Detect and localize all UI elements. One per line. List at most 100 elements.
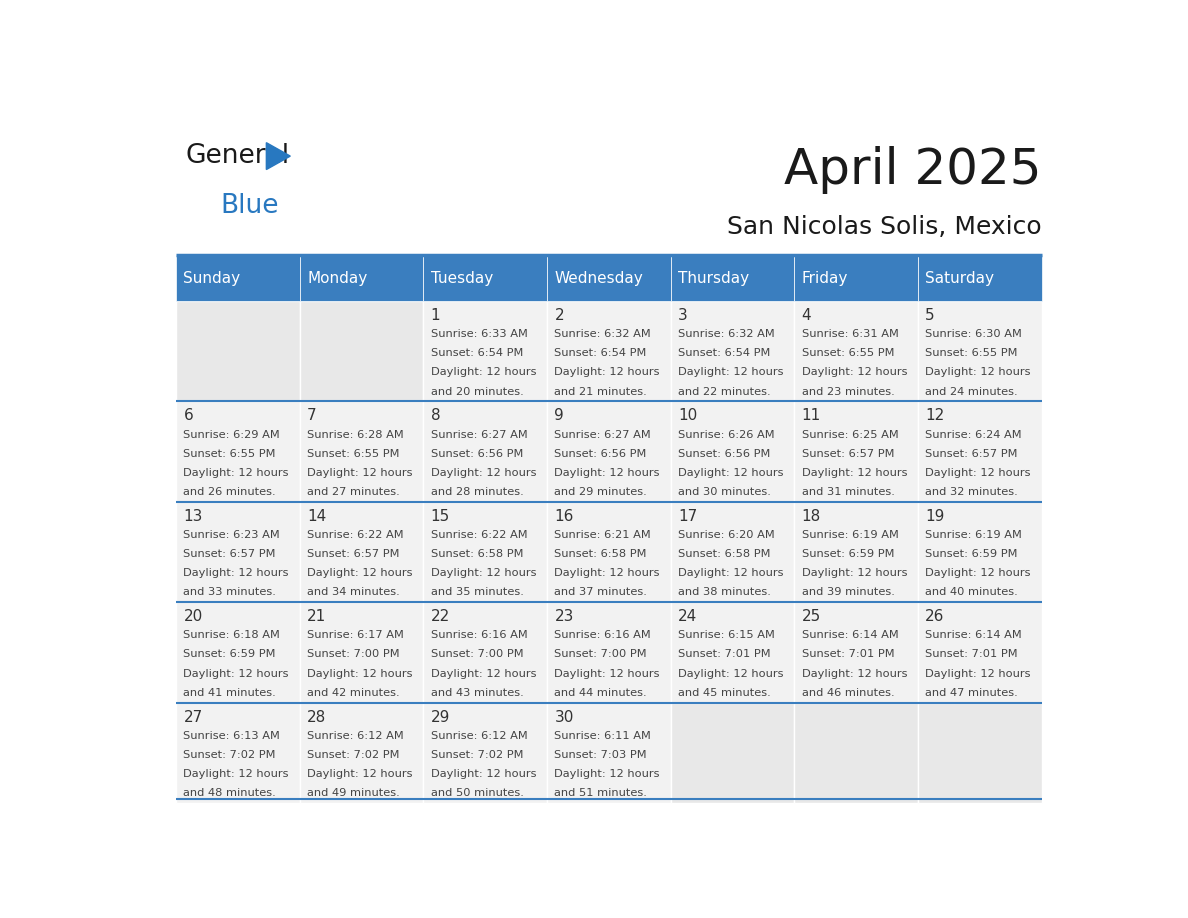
Text: 27: 27 xyxy=(183,710,203,724)
FancyBboxPatch shape xyxy=(795,255,918,301)
FancyBboxPatch shape xyxy=(671,301,795,401)
FancyBboxPatch shape xyxy=(671,401,795,502)
Text: and 35 minutes.: and 35 minutes. xyxy=(431,588,524,598)
FancyBboxPatch shape xyxy=(423,602,546,702)
Text: Daylight: 12 hours: Daylight: 12 hours xyxy=(802,468,908,478)
Text: 11: 11 xyxy=(802,409,821,423)
Text: and 21 minutes.: and 21 minutes. xyxy=(555,386,647,397)
Text: 12: 12 xyxy=(925,409,944,423)
Text: Sunset: 6:57 PM: Sunset: 6:57 PM xyxy=(183,549,276,559)
Text: Tuesday: Tuesday xyxy=(431,271,493,285)
Text: Daylight: 12 hours: Daylight: 12 hours xyxy=(802,367,908,377)
Text: 10: 10 xyxy=(678,409,697,423)
Text: 8: 8 xyxy=(431,409,441,423)
Text: April 2025: April 2025 xyxy=(784,146,1042,195)
Text: Sunset: 6:55 PM: Sunset: 6:55 PM xyxy=(183,449,276,459)
Text: Daylight: 12 hours: Daylight: 12 hours xyxy=(678,668,784,678)
Text: and 45 minutes.: and 45 minutes. xyxy=(678,688,771,698)
Text: and 34 minutes.: and 34 minutes. xyxy=(308,588,400,598)
Polygon shape xyxy=(266,142,290,170)
Text: Wednesday: Wednesday xyxy=(555,271,643,285)
Text: 5: 5 xyxy=(925,308,935,323)
Text: Daylight: 12 hours: Daylight: 12 hours xyxy=(431,769,536,779)
Text: and 39 minutes.: and 39 minutes. xyxy=(802,588,895,598)
FancyBboxPatch shape xyxy=(299,702,423,803)
Text: Monday: Monday xyxy=(308,271,367,285)
Text: Sunrise: 6:15 AM: Sunrise: 6:15 AM xyxy=(678,631,775,641)
Text: and 44 minutes.: and 44 minutes. xyxy=(555,688,647,698)
Text: San Nicolas Solis, Mexico: San Nicolas Solis, Mexico xyxy=(727,215,1042,239)
Text: Sunset: 7:00 PM: Sunset: 7:00 PM xyxy=(308,650,399,659)
Text: Sunrise: 6:21 AM: Sunrise: 6:21 AM xyxy=(555,530,651,540)
Text: Sunrise: 6:17 AM: Sunrise: 6:17 AM xyxy=(308,631,404,641)
FancyBboxPatch shape xyxy=(299,602,423,702)
Text: Sunset: 6:59 PM: Sunset: 6:59 PM xyxy=(925,549,1018,559)
Text: Sunday: Sunday xyxy=(183,271,241,285)
Text: Daylight: 12 hours: Daylight: 12 hours xyxy=(925,468,1031,478)
FancyBboxPatch shape xyxy=(918,702,1042,803)
Text: General: General xyxy=(185,143,290,169)
FancyBboxPatch shape xyxy=(546,602,671,702)
Text: Sunrise: 6:14 AM: Sunrise: 6:14 AM xyxy=(925,631,1022,641)
FancyBboxPatch shape xyxy=(176,602,299,702)
Text: 22: 22 xyxy=(431,610,450,624)
Text: Sunset: 7:02 PM: Sunset: 7:02 PM xyxy=(183,750,276,760)
Text: and 24 minutes.: and 24 minutes. xyxy=(925,386,1018,397)
Text: and 20 minutes.: and 20 minutes. xyxy=(431,386,524,397)
Text: 1: 1 xyxy=(431,308,441,323)
Text: Sunrise: 6:12 AM: Sunrise: 6:12 AM xyxy=(431,731,527,741)
Text: and 31 minutes.: and 31 minutes. xyxy=(802,487,895,497)
Text: Sunrise: 6:20 AM: Sunrise: 6:20 AM xyxy=(678,530,775,540)
Text: Daylight: 12 hours: Daylight: 12 hours xyxy=(678,468,784,478)
Text: and 32 minutes.: and 32 minutes. xyxy=(925,487,1018,497)
Text: and 46 minutes.: and 46 minutes. xyxy=(802,688,895,698)
Text: Sunrise: 6:29 AM: Sunrise: 6:29 AM xyxy=(183,430,280,440)
Text: Daylight: 12 hours: Daylight: 12 hours xyxy=(555,668,659,678)
FancyBboxPatch shape xyxy=(795,401,918,502)
FancyBboxPatch shape xyxy=(671,702,795,803)
FancyBboxPatch shape xyxy=(671,502,795,602)
Text: Sunset: 6:57 PM: Sunset: 6:57 PM xyxy=(308,549,399,559)
Text: and 40 minutes.: and 40 minutes. xyxy=(925,588,1018,598)
Text: Daylight: 12 hours: Daylight: 12 hours xyxy=(925,668,1031,678)
Text: 7: 7 xyxy=(308,409,317,423)
Text: Sunrise: 6:18 AM: Sunrise: 6:18 AM xyxy=(183,631,280,641)
Text: Sunset: 7:00 PM: Sunset: 7:00 PM xyxy=(555,650,647,659)
FancyBboxPatch shape xyxy=(423,301,546,401)
Text: and 30 minutes.: and 30 minutes. xyxy=(678,487,771,497)
Text: Daylight: 12 hours: Daylight: 12 hours xyxy=(183,568,289,578)
FancyBboxPatch shape xyxy=(671,255,795,301)
Text: Sunrise: 6:33 AM: Sunrise: 6:33 AM xyxy=(431,330,527,340)
Text: and 28 minutes.: and 28 minutes. xyxy=(431,487,524,497)
Text: Sunset: 7:00 PM: Sunset: 7:00 PM xyxy=(431,650,524,659)
Text: Sunrise: 6:27 AM: Sunrise: 6:27 AM xyxy=(555,430,651,440)
Text: 6: 6 xyxy=(183,409,194,423)
Text: Sunset: 6:56 PM: Sunset: 6:56 PM xyxy=(431,449,523,459)
Text: Daylight: 12 hours: Daylight: 12 hours xyxy=(555,769,659,779)
Text: Sunset: 7:01 PM: Sunset: 7:01 PM xyxy=(925,650,1018,659)
Text: Daylight: 12 hours: Daylight: 12 hours xyxy=(183,468,289,478)
FancyBboxPatch shape xyxy=(546,702,671,803)
Text: Sunset: 6:54 PM: Sunset: 6:54 PM xyxy=(431,348,523,358)
FancyBboxPatch shape xyxy=(299,502,423,602)
FancyBboxPatch shape xyxy=(299,255,423,301)
Text: Daylight: 12 hours: Daylight: 12 hours xyxy=(678,367,784,377)
Text: and 29 minutes.: and 29 minutes. xyxy=(555,487,647,497)
Text: and 26 minutes.: and 26 minutes. xyxy=(183,487,276,497)
FancyBboxPatch shape xyxy=(299,301,423,401)
FancyBboxPatch shape xyxy=(176,301,299,401)
Text: Sunset: 6:54 PM: Sunset: 6:54 PM xyxy=(678,348,770,358)
FancyBboxPatch shape xyxy=(918,401,1042,502)
Text: and 48 minutes.: and 48 minutes. xyxy=(183,788,277,798)
Text: 16: 16 xyxy=(555,509,574,524)
FancyBboxPatch shape xyxy=(299,401,423,502)
Text: Sunrise: 6:22 AM: Sunrise: 6:22 AM xyxy=(308,530,404,540)
Text: Daylight: 12 hours: Daylight: 12 hours xyxy=(802,668,908,678)
Text: and 22 minutes.: and 22 minutes. xyxy=(678,386,771,397)
Text: Sunrise: 6:31 AM: Sunrise: 6:31 AM xyxy=(802,330,898,340)
Text: Sunrise: 6:14 AM: Sunrise: 6:14 AM xyxy=(802,631,898,641)
FancyBboxPatch shape xyxy=(918,301,1042,401)
Text: Daylight: 12 hours: Daylight: 12 hours xyxy=(925,367,1031,377)
FancyBboxPatch shape xyxy=(423,502,546,602)
Text: and 27 minutes.: and 27 minutes. xyxy=(308,487,400,497)
